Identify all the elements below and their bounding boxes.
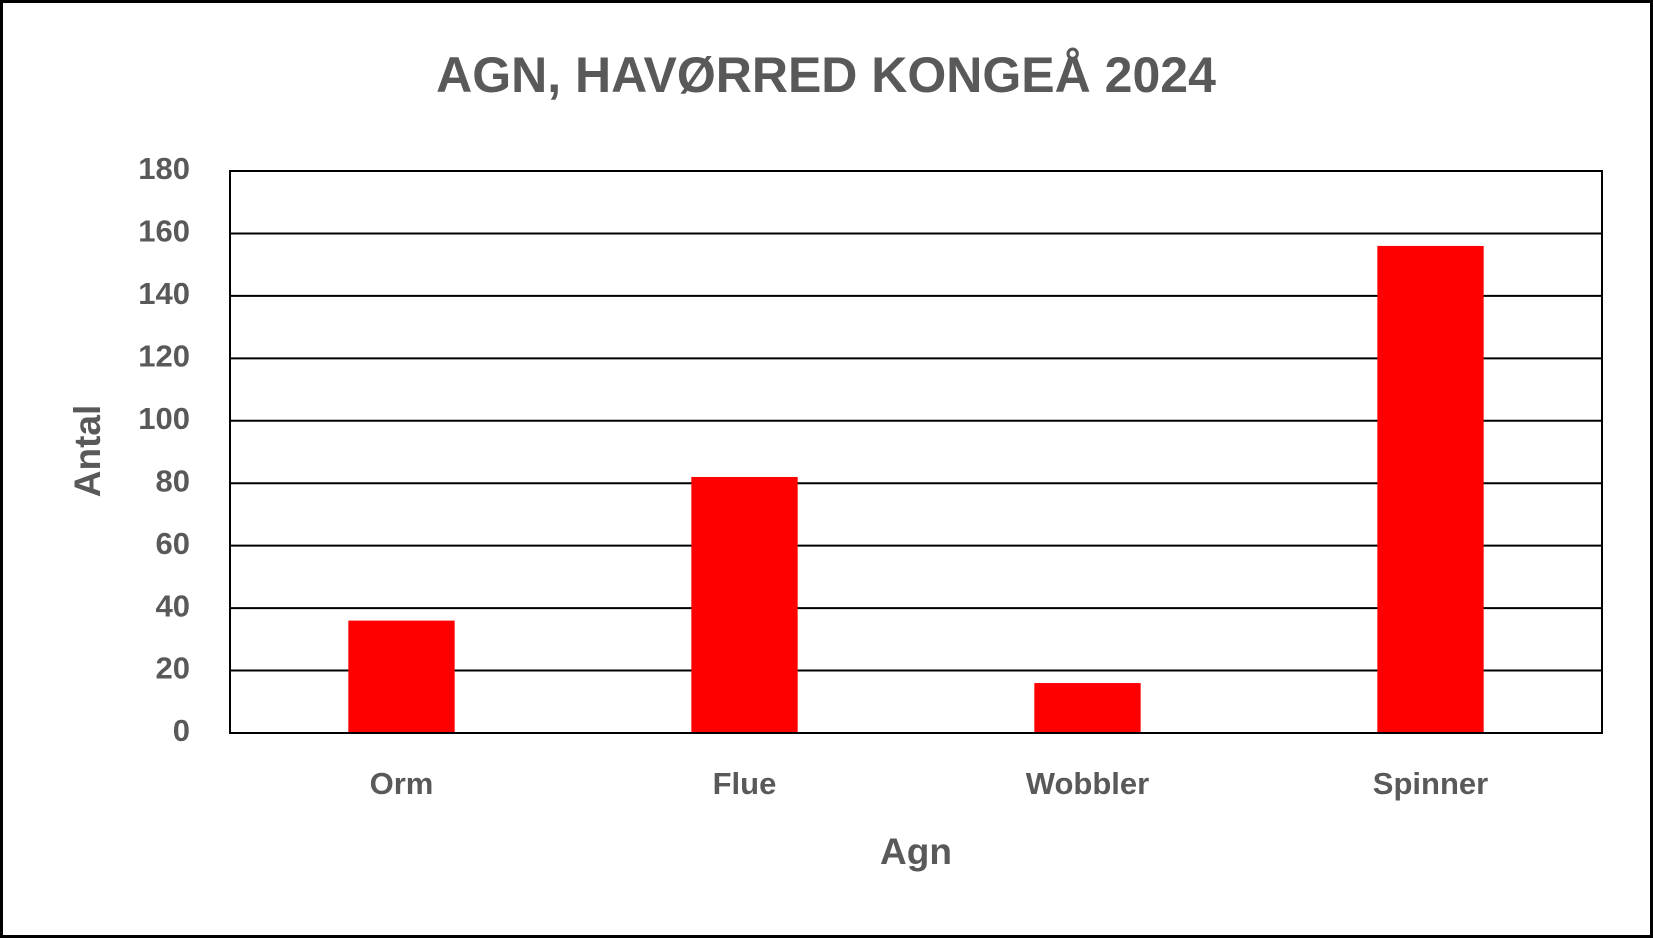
y-tick-label: 0 <box>173 713 190 748</box>
x-tick-label: Spinner <box>1373 766 1488 801</box>
y-tick-label: 60 <box>156 526 190 561</box>
x-tick-label: Flue <box>713 766 777 801</box>
y-tick-label: 120 <box>138 339 190 374</box>
x-tick-label: Orm <box>370 766 434 801</box>
y-tick-label: 40 <box>156 588 190 623</box>
y-tick-label: 180 <box>138 151 190 186</box>
bar <box>691 476 798 733</box>
y-tick-label: 100 <box>138 401 190 436</box>
y-tick-label: 160 <box>138 214 190 249</box>
y-tick-label: 140 <box>138 276 190 311</box>
plot-border <box>229 170 1603 734</box>
x-tick-label: Wobbler <box>1026 766 1149 801</box>
x-axis-label: Agn <box>880 831 952 872</box>
y-axis-label: Antal <box>67 405 108 498</box>
chart-title: AGN, HAVØRRED KONGEÅ 2024 <box>436 47 1216 103</box>
y-tick-label: 80 <box>156 463 190 498</box>
bar <box>1034 683 1141 733</box>
bar <box>1377 245 1484 733</box>
y-tick-label: 20 <box>156 651 190 686</box>
bar <box>348 620 455 733</box>
